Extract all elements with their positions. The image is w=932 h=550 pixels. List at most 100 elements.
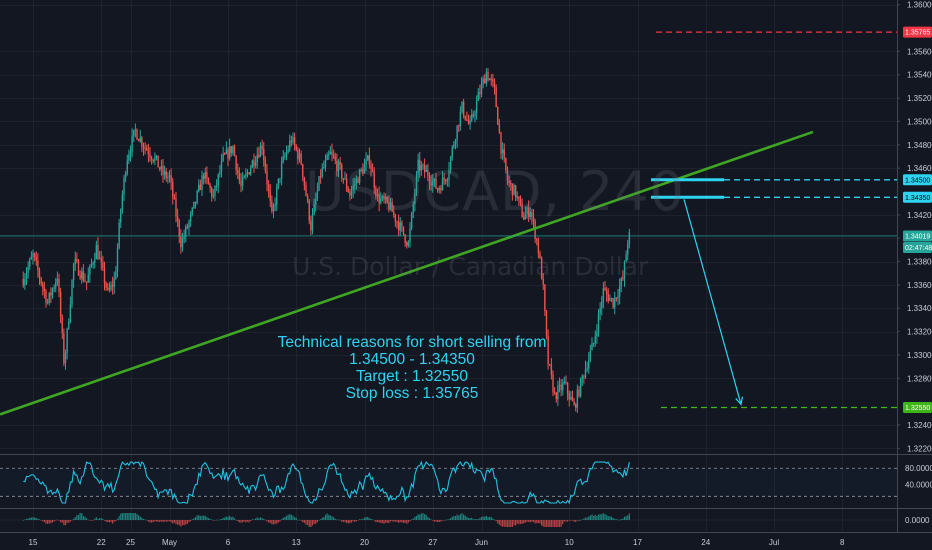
candle-body — [388, 202, 390, 210]
candle — [315, 192, 317, 212]
time-axis-label: 20 — [360, 538, 369, 547]
macd-bar — [505, 520, 507, 527]
candle — [602, 282, 605, 309]
macd-bar — [32, 517, 34, 520]
candle-body — [269, 190, 271, 201]
candle-body — [550, 364, 553, 375]
candle-body — [180, 236, 182, 248]
macd-bar — [427, 516, 429, 520]
candle-body — [581, 376, 583, 379]
macd-bar — [238, 520, 240, 523]
candle — [180, 229, 182, 254]
candle — [261, 139, 263, 156]
macd-bar — [435, 520, 437, 522]
macd-bar — [331, 516, 333, 520]
macd-bar — [160, 520, 162, 522]
candle — [243, 174, 245, 179]
candle — [545, 309, 548, 340]
candle-body — [451, 147, 453, 158]
candle-body — [116, 247, 119, 272]
candle — [565, 375, 567, 385]
candle-body — [237, 169, 239, 174]
candle-body — [297, 149, 299, 160]
candle — [436, 187, 439, 193]
candle-body — [235, 155, 237, 170]
candle-body — [102, 262, 104, 268]
candle-body — [484, 78, 486, 84]
macd-bar — [246, 520, 249, 522]
candle-body — [85, 281, 88, 283]
candle — [367, 154, 369, 162]
macd-bar — [40, 520, 42, 521]
macd-bar — [466, 516, 468, 520]
macd-bar — [203, 515, 205, 520]
candle-body — [458, 125, 460, 127]
macd-bar — [73, 518, 75, 520]
candle — [386, 196, 388, 204]
candle — [628, 228, 631, 249]
candle-body — [323, 166, 325, 168]
candle — [157, 155, 159, 168]
macd-bar — [385, 520, 387, 523]
candle-body — [331, 151, 333, 155]
candle — [159, 166, 161, 172]
macd-bar — [433, 520, 435, 522]
time-axis-label: Jul — [769, 538, 779, 547]
candle-body — [435, 178, 437, 189]
candle-body — [389, 202, 392, 210]
candle-body — [537, 240, 540, 254]
candle — [168, 170, 171, 183]
candle-body — [58, 278, 60, 293]
candle — [347, 186, 349, 193]
macd-bar — [443, 520, 445, 521]
candle — [219, 164, 221, 178]
candle-body — [248, 172, 250, 175]
candle — [228, 138, 231, 161]
macd-bar — [425, 515, 427, 520]
candle — [102, 255, 104, 272]
candle — [484, 74, 486, 84]
candle — [617, 289, 619, 306]
macd-bar — [245, 520, 247, 523]
time-axis-label: 22 — [97, 538, 106, 547]
candle — [90, 258, 93, 268]
candle — [215, 179, 218, 192]
candle-body — [406, 242, 408, 246]
candle — [149, 146, 151, 162]
macd-bar — [464, 515, 466, 520]
candle — [357, 176, 359, 184]
macd-bar — [147, 520, 149, 522]
candle-body — [103, 267, 106, 284]
macd-bar — [537, 520, 539, 524]
candle-body — [565, 381, 567, 384]
candle — [575, 402, 577, 412]
candle — [464, 115, 466, 121]
macd-bar — [110, 520, 112, 523]
macd-bar — [181, 520, 184, 526]
macd-bar — [120, 513, 122, 520]
candle — [267, 180, 270, 198]
macd-bar — [269, 520, 271, 524]
time-axis-label: 10 — [565, 538, 574, 547]
candle-body — [74, 258, 76, 264]
macd-bar — [461, 513, 463, 520]
candle-body — [298, 153, 301, 160]
candle-body — [475, 100, 478, 114]
price-tag-box — [903, 26, 932, 38]
candle — [152, 159, 154, 164]
candle — [284, 152, 286, 160]
candle — [363, 158, 366, 174]
candle — [305, 181, 307, 197]
price-axis-label: 1.34200 — [907, 211, 932, 220]
candle — [212, 189, 215, 199]
macd-bar — [445, 519, 447, 521]
candle — [477, 87, 479, 101]
rsi-level-label: 40.0000 — [905, 481, 932, 490]
candle-body — [22, 279, 24, 286]
macd-bar — [50, 520, 52, 524]
candle — [599, 302, 601, 321]
candle-body — [63, 333, 65, 364]
macd-bar — [550, 520, 552, 527]
macd-bar — [336, 519, 338, 521]
